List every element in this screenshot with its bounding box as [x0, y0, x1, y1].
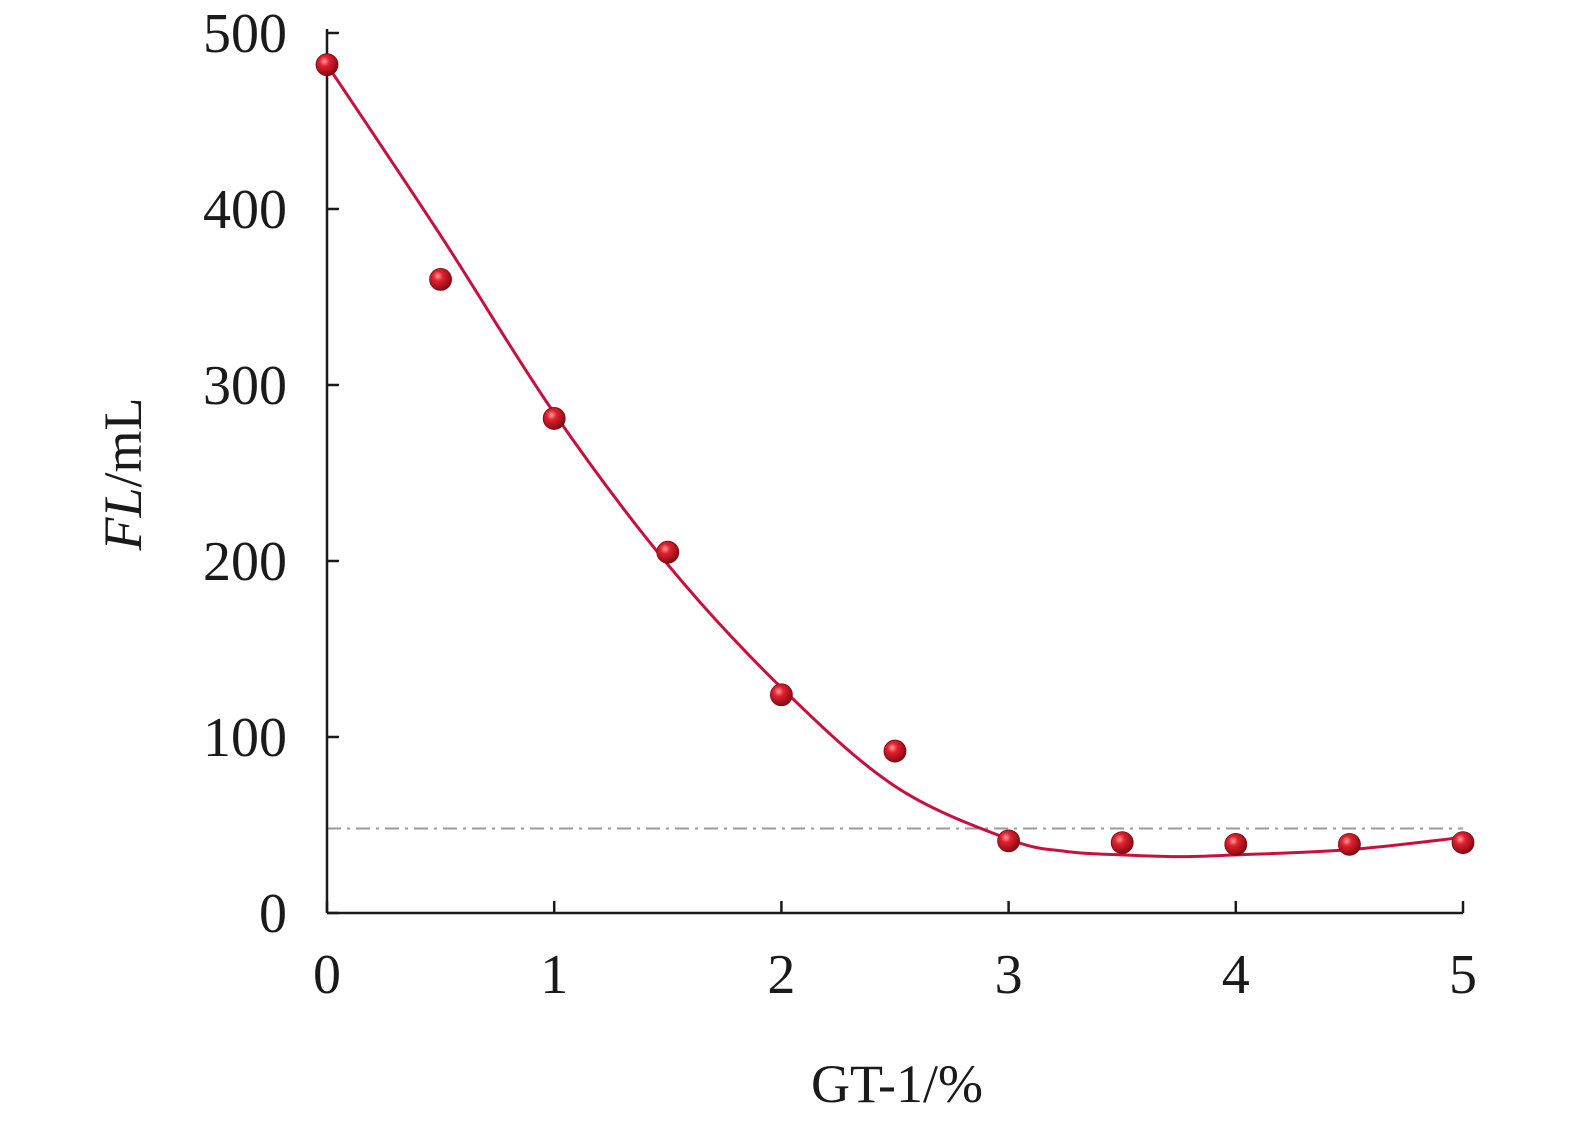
data-point [770, 683, 793, 707]
data-point [1224, 832, 1248, 856]
y-axis-title-unit: /mL [93, 397, 153, 487]
y-tick-label: 100 [203, 707, 287, 769]
fit-curve-layer [325, 63, 1464, 859]
data-point [429, 267, 453, 291]
y-tick-label: 300 [203, 355, 287, 417]
data-point [1338, 832, 1361, 856]
x-tick-label: 4 [1222, 944, 1250, 1006]
data-point [315, 53, 339, 77]
x-tick-label: 5 [1449, 944, 1477, 1006]
data-point [1451, 831, 1475, 854]
x-tick-label: 1 [540, 944, 568, 1006]
y-tick-label: 200 [203, 531, 287, 593]
y-tick-label: 500 [203, 3, 287, 65]
x-tick-label: 0 [313, 944, 341, 1006]
y-axis-title: FL/mL [93, 397, 153, 551]
y-axis-title-symbol: FL [93, 487, 153, 551]
tick-labels-layer: 0 100 200 300 400 500 0 1 2 3 4 5 [203, 3, 1477, 1006]
data-point [656, 540, 680, 564]
data-point [542, 407, 566, 430]
x-axis-title: GT-1/% [811, 1054, 983, 1114]
data-point [997, 829, 1020, 853]
fit-curve [325, 63, 1464, 859]
data-point [1110, 831, 1134, 854]
y-tick-label: 400 [203, 179, 287, 241]
x-tick-label: 3 [995, 944, 1023, 1006]
y-tick-label: 0 [259, 883, 287, 945]
data-point [883, 739, 907, 763]
data-points-layer [315, 53, 1475, 856]
axes [325, 29, 1465, 915]
x-tick-label: 2 [767, 944, 795, 1006]
